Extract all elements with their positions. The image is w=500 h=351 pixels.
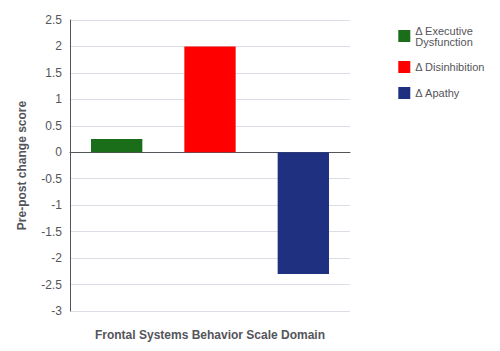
svg-text:Δ Disinhibition: Δ Disinhibition [415,61,484,73]
svg-text:0: 0 [55,145,62,159]
svg-text:Dysfunction: Dysfunction [415,36,472,48]
svg-text:-2.5: -2.5 [41,278,62,292]
svg-text:Pre-post change score: Pre-post change score [15,100,29,230]
svg-text:-1.5: -1.5 [41,225,62,239]
svg-text:-2: -2 [51,251,62,265]
svg-text:Δ Apathy: Δ Apathy [415,87,460,99]
svg-text:Δ Executive: Δ Executive [415,24,473,37]
svg-text:-0.5: -0.5 [41,172,62,186]
svg-text:1: 1 [55,92,62,106]
svg-text:-1: -1 [51,198,62,212]
svg-text:1.5: 1.5 [45,66,62,80]
svg-text:0.5: 0.5 [45,119,62,133]
svg-text:2.5: 2.5 [45,13,62,27]
svg-text:-3: -3 [51,304,62,318]
svg-text:Frontal Systems Behavior Scale: Frontal Systems Behavior Scale Domain [95,328,325,342]
svg-text:2: 2 [55,39,62,53]
